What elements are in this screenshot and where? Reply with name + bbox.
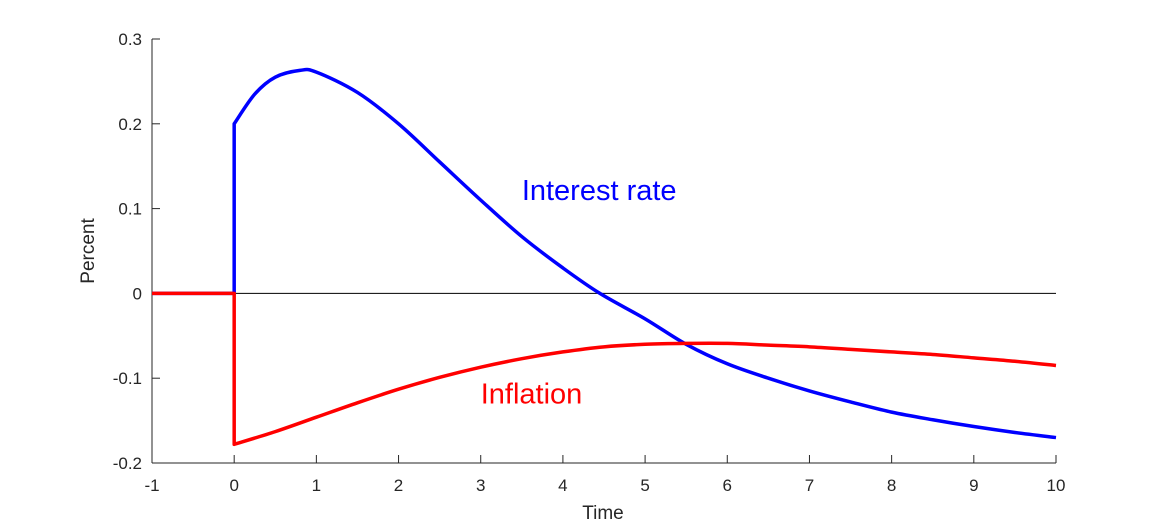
inflation-line [152, 291, 1057, 447]
x-tick-label: 1 [312, 476, 321, 495]
x-tick-label: 4 [558, 476, 567, 495]
x-axis-title: Time [582, 503, 624, 524]
annotations: Interest rate Inflation [481, 175, 677, 411]
series-lines [152, 67, 1057, 447]
y-tick-label: 0.2 [118, 115, 142, 134]
y-axis-title: Percent [78, 218, 99, 284]
x-tick-label: 10 [1047, 476, 1066, 495]
x-tick-label: -1 [144, 476, 159, 495]
y-tick-label: -0.2 [113, 454, 142, 473]
y-tick-label: -0.1 [113, 369, 142, 388]
y-tick-label: 0 [133, 284, 142, 303]
x-tick-label: 5 [640, 476, 649, 495]
y-tick-label: 0.1 [118, 200, 142, 219]
x-tick-label: 8 [887, 476, 896, 495]
axes: -1 0 1 2 3 4 5 6 7 8 9 10 -0.2 -0.1 0 0.1 0.2 0.3 [113, 30, 1066, 495]
interest-rate-line [152, 67, 1057, 440]
x-tick-label: 2 [394, 476, 403, 495]
x-tick-label: 3 [476, 476, 485, 495]
inflation-label: Inflation [481, 379, 583, 411]
x-tick-label: 9 [969, 476, 978, 495]
interest-rate-label: Interest rate [522, 175, 677, 207]
y-tick-label: 0.3 [118, 30, 142, 49]
x-tick-label: 7 [805, 476, 814, 495]
x-tick-label: 6 [723, 476, 732, 495]
x-tick-label: 0 [229, 476, 238, 495]
